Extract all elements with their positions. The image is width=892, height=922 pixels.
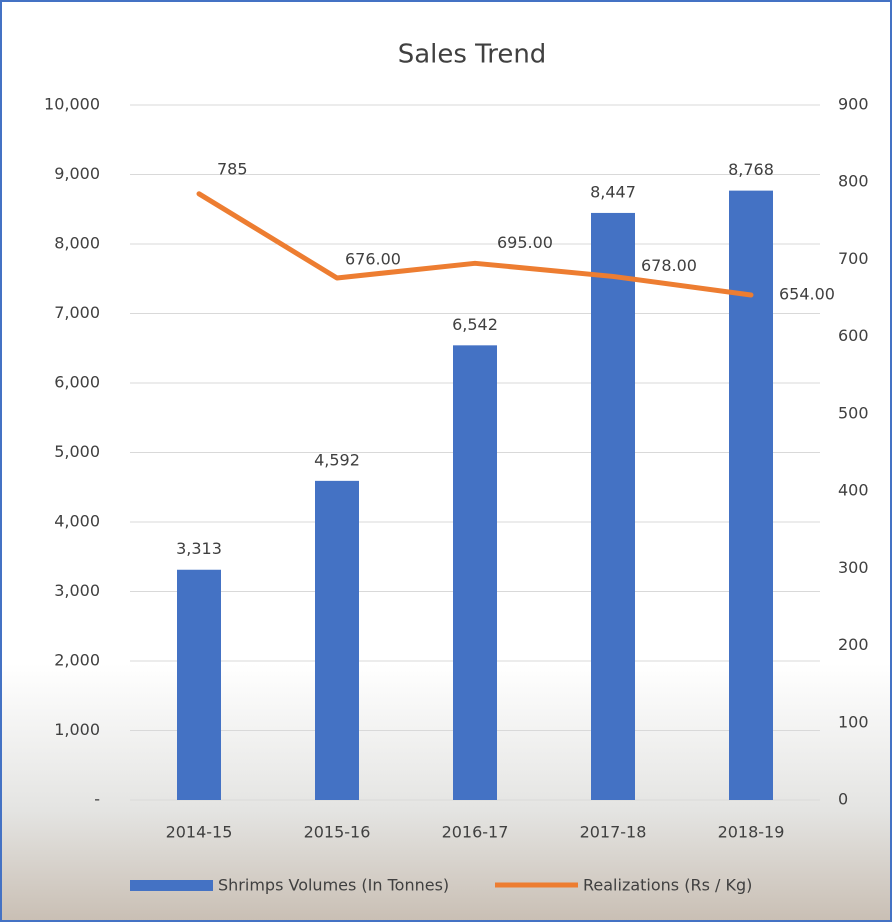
y2-tick-label: 400 — [838, 481, 869, 500]
x-tick-label: 2017-18 — [580, 823, 647, 842]
y2-tick-label: 800 — [838, 172, 869, 191]
y2-tick-label: 700 — [838, 249, 869, 268]
data-label: 3,313 — [176, 539, 222, 558]
data-label: 4,592 — [314, 450, 360, 469]
y2-tick-label: 500 — [838, 403, 869, 422]
y-tick-label: 8,000 — [54, 234, 100, 253]
y2-tick-label: 100 — [838, 712, 869, 731]
y2-tick-label: 600 — [838, 326, 869, 345]
y2-tick-label: 300 — [838, 558, 869, 577]
bar — [729, 190, 773, 800]
y-tick-label: 9,000 — [54, 164, 100, 183]
bar — [591, 212, 635, 801]
data-label: 678.00 — [641, 256, 697, 275]
data-label: 8,768 — [728, 160, 774, 179]
y-tick-label: 4,000 — [54, 512, 100, 531]
legend-swatch — [130, 880, 213, 891]
x-tick-label: 2015-16 — [304, 823, 371, 842]
data-label: 785 — [217, 159, 248, 178]
bar — [177, 569, 221, 800]
y-tick-label: 7,000 — [54, 303, 100, 322]
y-tick-label: 5,000 — [54, 442, 100, 461]
bar — [453, 345, 497, 800]
x-tick-label: 2016-17 — [442, 823, 509, 842]
data-label: 6,542 — [452, 315, 498, 334]
y2-tick-label: 900 — [838, 95, 869, 114]
x-tick-label: 2014-15 — [166, 823, 233, 842]
data-label: 654.00 — [779, 284, 835, 303]
x-tick-label: 2018-19 — [718, 823, 785, 842]
y-tick-label: 6,000 — [54, 373, 100, 392]
y-tick-label: 2,000 — [54, 651, 100, 670]
y-tick-label: 1,000 — [54, 720, 100, 739]
data-label: 8,447 — [590, 182, 636, 201]
y-tick-label: 3,000 — [54, 581, 100, 600]
chart-title: Sales Trend — [398, 40, 547, 70]
data-label: 676.00 — [345, 249, 401, 268]
y-tick-label: 10,000 — [44, 95, 100, 114]
y-tick-label: - — [94, 790, 100, 809]
legend-label: Realizations (Rs / Kg) — [583, 876, 752, 895]
bar — [315, 480, 359, 800]
data-label: 695.00 — [497, 233, 553, 252]
y2-tick-label: 200 — [838, 635, 869, 654]
y2-tick-label: 0 — [838, 790, 848, 809]
legend-label: Shrimps Volumes (In Tonnes) — [218, 876, 449, 895]
line — [196, 191, 754, 298]
